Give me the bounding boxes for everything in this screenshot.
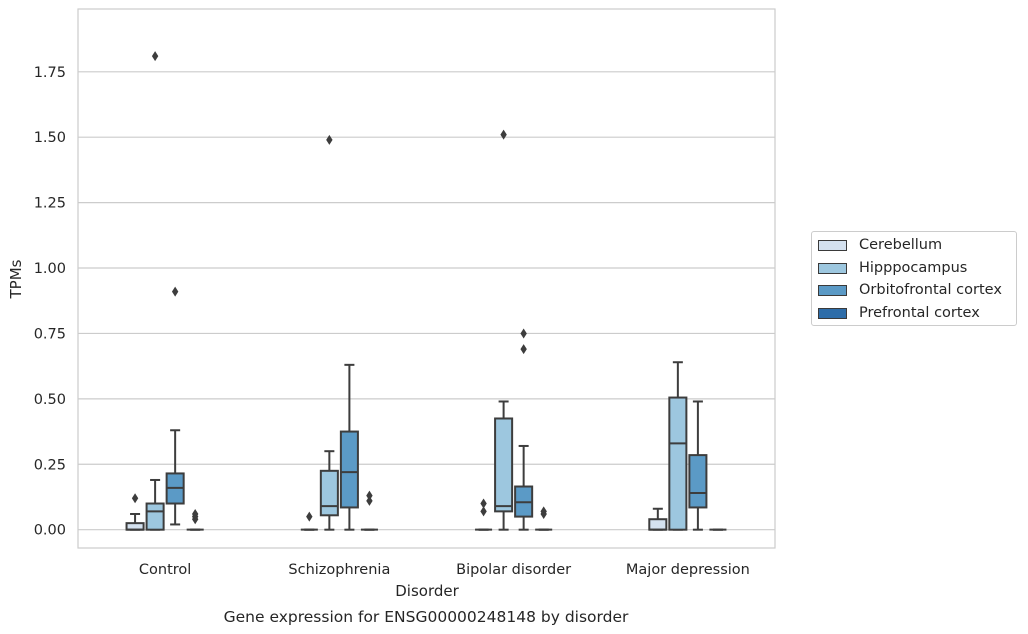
y-tick-label: 1.00 [34, 261, 66, 277]
box-cerebellum-1 [300, 511, 318, 531]
legend-swatch [818, 262, 847, 274]
legend-item-cerebellum: Cerebellum [818, 235, 942, 255]
legend-item-orbitofrontal-cortex: Orbitofrontal cortex [818, 280, 1002, 300]
legend-swatch [818, 239, 847, 251]
legend-label: Hipppocampus [859, 260, 968, 276]
outlier-point [480, 498, 487, 509]
legend: Cerebellum Hipppocampus Orbitofrontal co… [811, 231, 1017, 326]
box-prefrontal-cortex-2 [535, 506, 553, 531]
y-tick-label: 0.75 [34, 326, 66, 342]
outlier-point [540, 506, 547, 517]
y-tick-label: 1.25 [34, 196, 66, 212]
box-iqr [688, 454, 708, 509]
x-axis-ticks: Control Schizophrenia Bipolar disorder Majo… [139, 562, 750, 578]
outlier-point [171, 286, 179, 297]
outlier-point [131, 493, 139, 504]
x-axis-label: Disorder [395, 582, 459, 600]
outlier-point [366, 495, 373, 506]
chart-title: Gene expression for ENSG00000248148 by d… [224, 608, 629, 626]
box-iqr [145, 502, 165, 531]
box-orbitofrontal-cortex-0 [165, 286, 185, 526]
box-iqr [319, 469, 339, 517]
gridlines [78, 71, 775, 531]
outlier-point [306, 511, 313, 522]
box-cerebellum-0 [125, 493, 145, 531]
box-orbitofrontal-cortex-2 [514, 328, 534, 531]
legend-swatch [818, 307, 847, 319]
y-tick-label: 1.50 [34, 130, 66, 146]
box-iqr [668, 396, 688, 531]
box-orbitofrontal-cortex-3 [688, 400, 708, 531]
outlier-point [366, 490, 373, 501]
y-tick-label: 0.25 [34, 457, 66, 473]
x-tick-label: Control [139, 562, 191, 578]
y-tick-label: 1.75 [34, 65, 66, 81]
box-prefrontal-cortex-1 [360, 490, 378, 531]
legend-swatch [818, 284, 847, 296]
box-cerebellum-2 [475, 498, 493, 531]
box-hipppocampus-3 [668, 361, 688, 531]
box-iqr [494, 417, 514, 513]
plot-area-frame [77, 8, 776, 549]
y-axis-label: TPMs [7, 259, 25, 299]
x-tick-label: Major depression [626, 562, 750, 578]
legend-item-hippocampus: Hipppocampus [818, 258, 967, 278]
outlier-point [151, 51, 159, 62]
y-tick-label: 0.50 [34, 392, 66, 408]
legend-item-prefrontal-cortex: Prefrontal cortex [818, 303, 980, 323]
boxes [125, 51, 727, 531]
outlier-point [480, 506, 487, 517]
box-orbitofrontal-cortex-1 [339, 363, 359, 531]
outlier-point [520, 328, 527, 339]
box-hipppocampus-1 [319, 134, 339, 531]
outlier-point [500, 129, 507, 140]
box-hipppocampus-2 [494, 129, 514, 531]
outlier-point [520, 344, 527, 355]
box-hipppocampus-0 [145, 51, 165, 531]
y-axis-ticks: 0.00 0.25 0.50 0.75 1.00 1.25 1.50 1.75 [34, 65, 66, 539]
y-tick-label: 0.00 [34, 523, 66, 539]
legend-label: Cerebellum [859, 237, 943, 253]
legend-label: Orbitofrontal cortex [859, 282, 1002, 298]
box-iqr [339, 430, 359, 509]
box-cerebellum-3 [648, 507, 668, 531]
outlier-point [326, 134, 333, 145]
box-prefrontal-cortex-0 [186, 508, 204, 531]
legend-label: Prefrontal cortex [859, 305, 980, 321]
x-tick-label: Schizophrenia [288, 562, 390, 578]
x-tick-label: Bipolar disorder [456, 562, 571, 578]
outlier-point [191, 508, 199, 519]
box-iqr [648, 518, 668, 531]
